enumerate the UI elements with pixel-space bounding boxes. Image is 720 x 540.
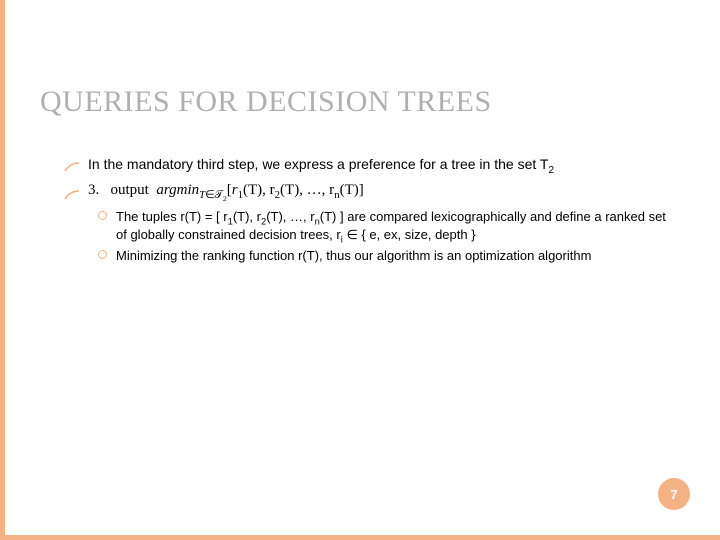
sub-bullet-list: The tuples r(T) = [ r1(T), r2(T), …, rn(… <box>116 208 680 265</box>
bullet2-text: The tuples r(T) = [ r1(T), r2(T), …, rn(… <box>116 209 666 242</box>
accent-border-bottom <box>0 535 720 540</box>
bullet-level2: Minimizing the ranking function r(T), th… <box>116 247 680 265</box>
bullet-level1: In the mandatory third step, we express … <box>88 155 680 174</box>
slide: QUERIES FOR DECISION TREES In the mandat… <box>0 0 720 540</box>
bullet2-text: Minimizing the ranking function r(T), th… <box>116 248 591 263</box>
page-number: 7 <box>670 487 677 502</box>
circle-bullet-icon <box>98 211 107 220</box>
formula-text: 3. output argminT∈𝒯2[r1(T), r2(T), …, rn… <box>88 182 364 198</box>
accent-border-left <box>0 0 5 540</box>
bullet-level2: The tuples r(T) = [ r1(T), r2(T), …, rn(… <box>116 208 680 243</box>
circle-bullet-icon <box>98 250 107 259</box>
formula-row: 3. output argminT∈𝒯2[r1(T), r2(T), …, rn… <box>88 180 680 200</box>
slide-content: In the mandatory third step, we express … <box>88 155 680 269</box>
swoosh-icon <box>64 159 80 178</box>
page-number-badge: 7 <box>658 478 690 510</box>
bullet1-text: In the mandatory third step, we express … <box>88 156 554 172</box>
slide-title: QUERIES FOR DECISION TREES <box>40 85 492 119</box>
swoosh-icon <box>64 187 80 206</box>
